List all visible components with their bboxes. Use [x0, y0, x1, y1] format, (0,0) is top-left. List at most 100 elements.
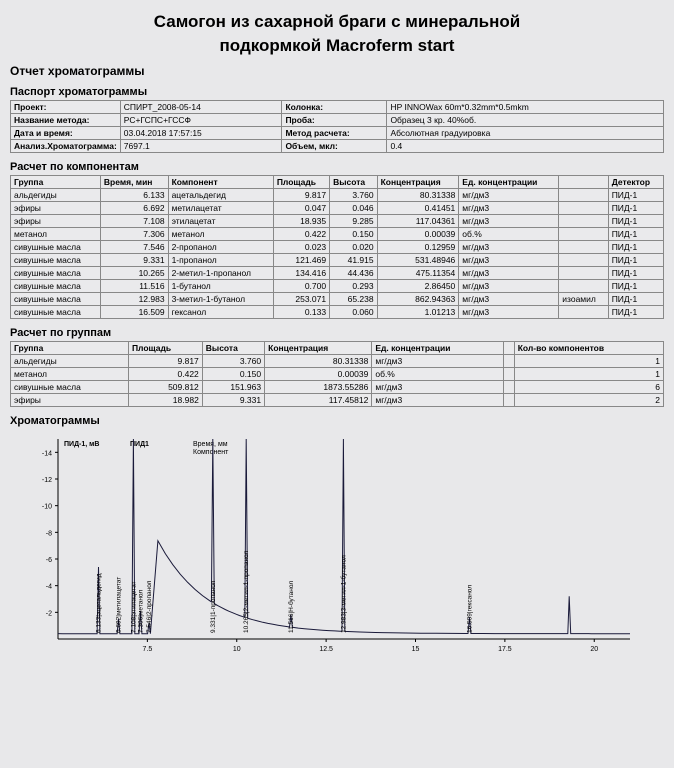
table-cell: 0.422 [128, 368, 202, 381]
table-cell: 9.817 [128, 355, 202, 368]
table-cell: 2-метил-1-пропанол [168, 267, 273, 280]
table-cell: 0.700 [273, 280, 329, 293]
table-cell: альдегиды [11, 355, 129, 368]
report-heading: Отчет хроматограммы [10, 64, 664, 78]
title-line-1: Самогон из сахарной браги с минеральной [10, 12, 664, 32]
table-header [559, 176, 608, 189]
table-cell: 0.150 [330, 228, 378, 241]
table-cell: ПИД-1 [608, 280, 663, 293]
table-cell: метанол [11, 368, 129, 381]
table-cell: 0.00039 [265, 368, 372, 381]
table-cell: эфиры [11, 202, 101, 215]
svg-text:10: 10 [233, 646, 241, 653]
table-cell: 10.265 [100, 267, 168, 280]
table-cell: гексанол [168, 306, 273, 319]
table-cell: 862.94363 [377, 293, 459, 306]
table-cell: мг/дм3 [459, 280, 559, 293]
passport-cell: Образец 3 кр. 40%об. [387, 114, 664, 127]
svg-text:9.331|1-пропанол: 9.331|1-пропанол [210, 580, 217, 633]
svg-text:Время, мм: Время, мм [193, 441, 228, 448]
table-cell: 3-метил-1-бутанол [168, 293, 273, 306]
table-cell: 9.331 [202, 394, 264, 407]
table-cell: 0.293 [330, 280, 378, 293]
table-cell [503, 381, 514, 394]
table-cell: 6 [514, 381, 663, 394]
passport-heading: Паспорт хроматограммы [10, 86, 664, 98]
table-header: Компонент [168, 176, 273, 189]
title-line-2: подкормкой Macroferm start [10, 36, 664, 56]
table-cell: 7.546 [100, 241, 168, 254]
table-cell [503, 394, 514, 407]
svg-text:-14: -14 [42, 450, 52, 457]
table-cell: ПИД-1 [608, 267, 663, 280]
table-cell: 80.31338 [265, 355, 372, 368]
svg-text:6.133|ацетальдегид: 6.133|ацетальдегид [96, 573, 103, 633]
table-cell: сивушные масла [11, 293, 101, 306]
table-cell: 2-пропанол [168, 241, 273, 254]
table-cell: 41.915 [330, 254, 378, 267]
table-cell: мг/дм3 [459, 306, 559, 319]
table-cell: ПИД-1 [608, 254, 663, 267]
table-cell: 2.86450 [377, 280, 459, 293]
svg-text:ПИД-1, мВ: ПИД-1, мВ [64, 441, 99, 448]
table-cell: 509.812 [128, 381, 202, 394]
svg-text:7.546|2-пропанол: 7.546|2-пропанол [146, 580, 153, 633]
table-cell: 80.31338 [377, 189, 459, 202]
table-header: Высота [330, 176, 378, 189]
table-cell: 117.04361 [377, 215, 459, 228]
table-cell [503, 368, 514, 381]
table-cell: 2 [514, 394, 663, 407]
table-cell: 1-бутанол [168, 280, 273, 293]
svg-text:16.509|гексанол: 16.509|гексанол [466, 585, 473, 633]
svg-text:17.5: 17.5 [498, 646, 512, 653]
table-header: Высота [202, 342, 264, 355]
table-cell: метилацетат [168, 202, 273, 215]
passport-cell: HP INNOWax 60m*0.32mm*0.5mkm [387, 101, 664, 114]
table-cell: 9.331 [100, 254, 168, 267]
table-header: Кол-во компонентов [514, 342, 663, 355]
table-cell: мг/дм3 [459, 215, 559, 228]
table-cell: ПИД-1 [608, 241, 663, 254]
table-cell: метанол [11, 228, 101, 241]
table-cell: об.% [459, 228, 559, 241]
passport-cell: СПИРТ_2008-05-14 [120, 101, 282, 114]
table-cell: 44.436 [330, 267, 378, 280]
table-cell: 9.817 [273, 189, 329, 202]
passport-cell: РС+ГСПС+ГССФ [120, 114, 282, 127]
table-cell: мг/дм3 [372, 394, 503, 407]
table-cell: мг/дм3 [459, 267, 559, 280]
passport-cell: 7697.1 [120, 140, 282, 153]
svg-text:20: 20 [590, 646, 598, 653]
table-cell: метанол [168, 228, 273, 241]
table-cell: ПИД-1 [608, 293, 663, 306]
passport-cell: Проект: [11, 101, 121, 114]
table-cell: мг/дм3 [459, 189, 559, 202]
table-cell [559, 215, 608, 228]
table-cell: эфиры [11, 215, 101, 228]
passport-cell: Метод расчета: [282, 127, 387, 140]
table-header: Детектор [608, 176, 663, 189]
groups-table: ГруппаПлощадьВысотаКонцентрацияЕд. конце… [10, 341, 664, 407]
table-cell: об.% [372, 368, 503, 381]
table-cell: 6.133 [100, 189, 168, 202]
table-cell: мг/дм3 [459, 202, 559, 215]
svg-text:12.5: 12.5 [319, 646, 333, 653]
passport-cell: Абсолютная градуировка [387, 127, 664, 140]
svg-text:11.516|Н-бутанол: 11.516|Н-бутанол [287, 581, 295, 633]
table-cell [559, 254, 608, 267]
table-cell: 531.48946 [377, 254, 459, 267]
table-cell: 0.020 [330, 241, 378, 254]
table-cell [559, 228, 608, 241]
svg-text:-6: -6 [46, 557, 52, 564]
svg-text:12.983|3-метил-1-бутанол: 12.983|3-метил-1-бутанол [339, 555, 347, 633]
table-cell: мг/дм3 [372, 381, 503, 394]
table-header: Время, мин [100, 176, 168, 189]
table-cell: 1-пропанол [168, 254, 273, 267]
table-cell: 7.306 [100, 228, 168, 241]
table-cell: сивушные масла [11, 381, 129, 394]
svg-text:6.692|метилацетат: 6.692|метилацетат [115, 577, 122, 633]
table-cell: 151.963 [202, 381, 264, 394]
table-cell: 134.416 [273, 267, 329, 280]
chromatogram-chart: -2-4-6-8-10-12-147.51012.51517.520ПИД-1,… [10, 431, 640, 661]
table-header: Ед. концентрации [372, 342, 503, 355]
